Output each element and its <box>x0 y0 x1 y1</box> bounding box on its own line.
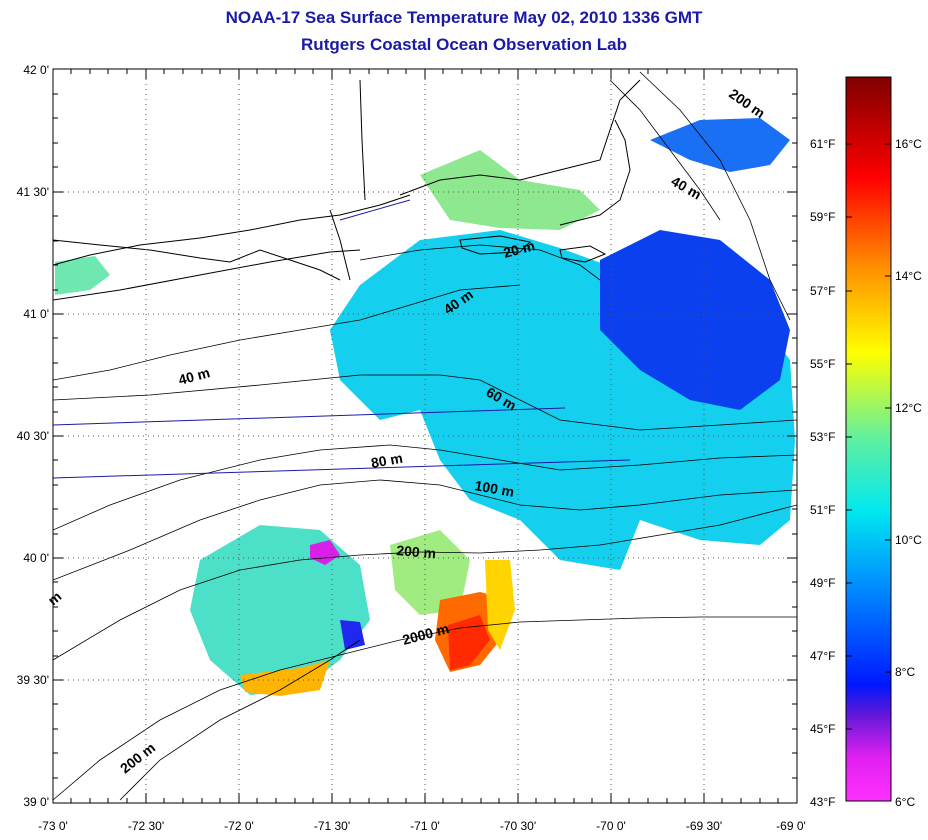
contour-200m <box>53 504 797 661</box>
depth-label: 80 m <box>370 450 404 471</box>
contour-40m-north <box>609 79 721 221</box>
contour-80m <box>53 444 797 531</box>
depth-label: 20 m <box>502 237 537 261</box>
lon-label: -71 30' <box>314 819 350 833</box>
track-lines <box>53 199 631 479</box>
lon-label: -70 30' <box>500 819 536 833</box>
lon-label: -72 0' <box>224 819 254 833</box>
track-line-2 <box>53 459 631 479</box>
fahrenheit-labels: 61°F 59°F 57°F 55°F 53°F 51°F 49°F 47°F … <box>810 137 835 809</box>
depth-label: 40 m <box>177 364 212 388</box>
colorbar-f-label: 55°F <box>810 357 835 371</box>
sst-patch-east-cold <box>600 230 790 410</box>
sst-patch-west-coast <box>55 256 110 295</box>
colorbar-f-label: 59°F <box>810 210 835 224</box>
sst-patch-ne-shelf <box>650 118 790 172</box>
depth-label: m <box>45 588 65 608</box>
colorbar-c-label: 12°C <box>895 401 922 415</box>
colorbar-f-label: 53°F <box>810 430 835 444</box>
sst-patch-southwest-warm-edge <box>240 660 330 696</box>
longitude-labels: -73 0' -72 30' -72 0' -71 30' -71 0' -70… <box>38 819 806 833</box>
lon-label: -69 0' <box>776 819 806 833</box>
long-island-coastline <box>53 239 361 301</box>
lat-label: 39 30' <box>17 673 49 687</box>
latitude-labels: 42 0' 41 30' 41 0' 40 30' 40 0' 39 30' 3… <box>17 63 49 809</box>
lat-label: 41 30' <box>17 185 49 199</box>
massachusetts-coastline <box>399 79 641 196</box>
sst-patch-gulfstream-hot <box>448 615 490 670</box>
lat-label: 40 0' <box>23 551 49 565</box>
depth-label: 200 m <box>396 542 437 561</box>
island-nantucket <box>559 245 607 263</box>
coastline-layer <box>53 79 641 301</box>
lon-label: -73 0' <box>38 819 68 833</box>
colorbar-c-label: 6°C <box>895 795 915 809</box>
map-title: NOAA-17 Sea Surface Temperature May 02, … <box>225 8 703 27</box>
lat-label: 42 0' <box>23 63 49 77</box>
colorbar-c-label: 10°C <box>895 533 922 547</box>
colorbar-f-label: 51°F <box>810 503 835 517</box>
colorbar <box>845 76 892 802</box>
colorbar-c-label: 8°C <box>895 665 915 679</box>
contour-200m-ne <box>639 71 791 321</box>
depth-label: 200 m <box>726 85 768 121</box>
contour-40m-west <box>53 284 521 381</box>
connecticut-coastline <box>53 194 411 266</box>
lon-label: -70 0' <box>596 819 626 833</box>
contour-60m <box>53 374 797 431</box>
cape-cod-outline <box>559 119 631 226</box>
sst-cold-spot-2 <box>340 620 365 650</box>
lat-label: 40 30' <box>17 429 49 443</box>
celsius-labels: 16°C 14°C 12°C 10°C 8°C 6°C <box>895 137 922 809</box>
depth-label: 40 m <box>669 173 705 203</box>
sst-patch-north-warm <box>420 150 600 230</box>
lat-label: 39 0' <box>23 795 49 809</box>
colorbar-c-label: 16°C <box>895 137 922 151</box>
river-line-2 <box>329 209 351 281</box>
lon-label: -69 30' <box>686 819 722 833</box>
sst-patch-gulfstream-yellow <box>485 560 515 650</box>
colorbar-f-label: 49°F <box>810 576 835 590</box>
colorbar-f-label: 61°F <box>810 137 835 151</box>
track-line-3 <box>339 199 411 221</box>
track-line-1 <box>53 407 566 426</box>
colorbar-f-label: 45°F <box>810 722 835 736</box>
colorbar-c-label: 14°C <box>895 269 922 283</box>
colorbar-f-label: 57°F <box>810 284 835 298</box>
island-martha <box>459 235 532 255</box>
graticule <box>53 69 797 803</box>
sst-patch-southwest <box>190 525 370 695</box>
sst-patch-south-central <box>390 530 470 615</box>
bathymetry-layer <box>53 71 797 801</box>
contour-100m <box>53 479 797 581</box>
contour-20m <box>359 244 601 281</box>
frame-ticks <box>53 69 797 803</box>
colorbar-f-label: 47°F <box>810 649 835 663</box>
map-subtitle: Rutgers Coastal Ocean Observation Lab <box>301 35 627 54</box>
sst-data-layer <box>55 118 795 696</box>
colorbar-f-label: 43°F <box>810 795 835 809</box>
depth-label: 100 m <box>473 477 515 500</box>
contour-2000m <box>53 616 797 801</box>
lat-label: 41 0' <box>23 307 49 321</box>
river-line-1 <box>359 79 366 201</box>
colorbar-ticks <box>846 143 891 730</box>
contour-200m-south <box>119 639 361 801</box>
lon-label: -71 0' <box>410 819 440 833</box>
lon-label: -72 30' <box>128 819 164 833</box>
